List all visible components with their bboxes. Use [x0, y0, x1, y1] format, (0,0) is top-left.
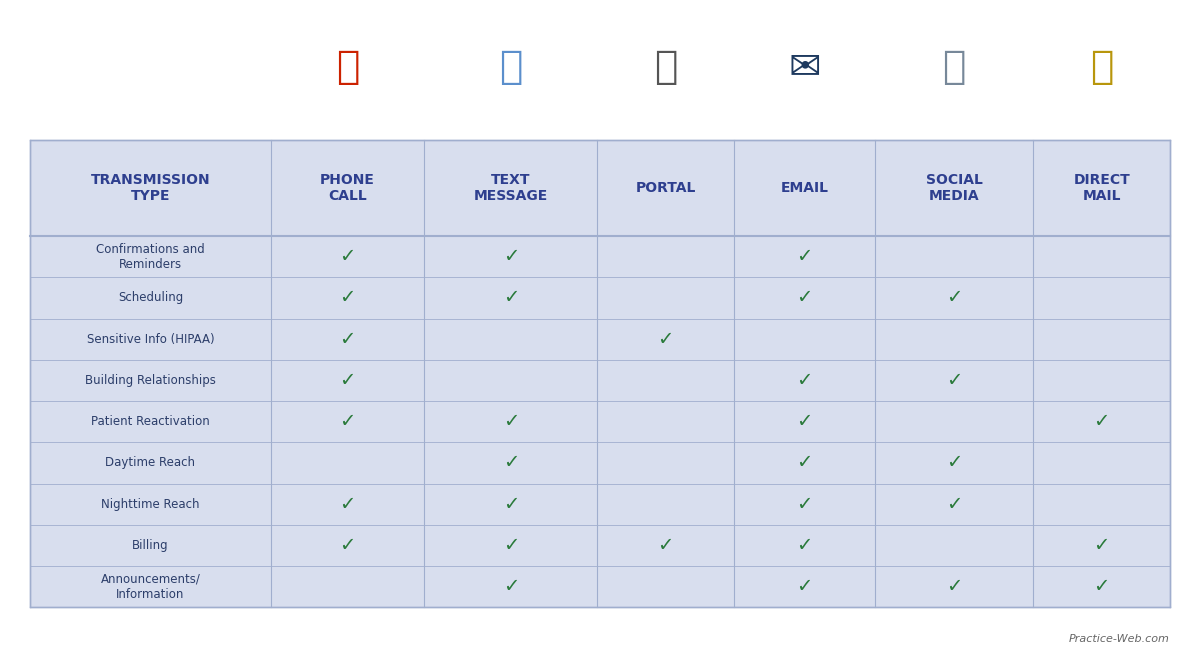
- Text: 📞: 📞: [336, 48, 359, 86]
- Text: Nighttime Reach: Nighttime Reach: [101, 498, 199, 511]
- Text: ✓: ✓: [796, 247, 812, 266]
- Text: DIRECT
MAIL: DIRECT MAIL: [1073, 173, 1130, 203]
- Text: TEXT
MESSAGE: TEXT MESSAGE: [474, 173, 548, 203]
- Text: Billing: Billing: [132, 539, 169, 552]
- Text: ✓: ✓: [503, 495, 520, 514]
- Text: ✓: ✓: [1093, 412, 1110, 431]
- Text: ✓: ✓: [340, 495, 355, 514]
- Text: 👤: 👤: [942, 48, 966, 86]
- Text: ✓: ✓: [796, 495, 812, 514]
- Text: 💻: 💻: [654, 48, 678, 86]
- Text: ✓: ✓: [340, 289, 355, 307]
- Text: ✓: ✓: [503, 289, 520, 307]
- Text: ✓: ✓: [340, 247, 355, 266]
- Bar: [30, 140, 1170, 607]
- Text: ✓: ✓: [340, 412, 355, 431]
- Text: ✉: ✉: [788, 48, 821, 86]
- Text: Scheduling: Scheduling: [118, 291, 184, 304]
- Text: ✓: ✓: [796, 454, 812, 473]
- Text: ✓: ✓: [946, 454, 962, 473]
- Text: ✓: ✓: [946, 289, 962, 307]
- Text: ✓: ✓: [340, 371, 355, 390]
- Text: Daytime Reach: Daytime Reach: [106, 456, 196, 469]
- Text: ✓: ✓: [946, 577, 962, 596]
- Text: 💬: 💬: [499, 48, 522, 86]
- Text: ✓: ✓: [796, 371, 812, 390]
- Text: ✓: ✓: [796, 289, 812, 307]
- Text: Patient Reactivation: Patient Reactivation: [91, 415, 210, 428]
- Text: Sensitive Info (HIPAA): Sensitive Info (HIPAA): [86, 333, 214, 346]
- Text: ✓: ✓: [946, 371, 962, 390]
- Text: ✓: ✓: [340, 536, 355, 555]
- Text: TRANSMISSION
TYPE: TRANSMISSION TYPE: [90, 173, 210, 203]
- Text: ✓: ✓: [503, 412, 520, 431]
- Text: 📨: 📨: [1090, 48, 1114, 86]
- Text: ✓: ✓: [503, 536, 520, 555]
- Text: ✓: ✓: [503, 454, 520, 473]
- Text: ✓: ✓: [946, 495, 962, 514]
- Text: SOCIAL
MEDIA: SOCIAL MEDIA: [925, 173, 983, 203]
- Text: ✓: ✓: [1093, 536, 1110, 555]
- Text: ✓: ✓: [658, 536, 674, 555]
- Text: PORTAL: PORTAL: [636, 181, 696, 195]
- Text: EMAIL: EMAIL: [780, 181, 828, 195]
- Text: Practice-Web.com: Practice-Web.com: [1069, 634, 1170, 644]
- Text: ✓: ✓: [796, 577, 812, 596]
- Text: ✓: ✓: [658, 330, 674, 348]
- Text: ✓: ✓: [503, 247, 520, 266]
- Text: ✓: ✓: [1093, 577, 1110, 596]
- Text: ✓: ✓: [340, 330, 355, 348]
- Text: Announcements/
Information: Announcements/ Information: [101, 573, 200, 601]
- Text: Building Relationships: Building Relationships: [85, 374, 216, 387]
- Text: ✓: ✓: [796, 412, 812, 431]
- Text: PHONE
CALL: PHONE CALL: [320, 173, 374, 203]
- Text: ✓: ✓: [503, 577, 520, 596]
- Text: ✓: ✓: [796, 536, 812, 555]
- Text: Confirmations and
Reminders: Confirmations and Reminders: [96, 242, 205, 270]
